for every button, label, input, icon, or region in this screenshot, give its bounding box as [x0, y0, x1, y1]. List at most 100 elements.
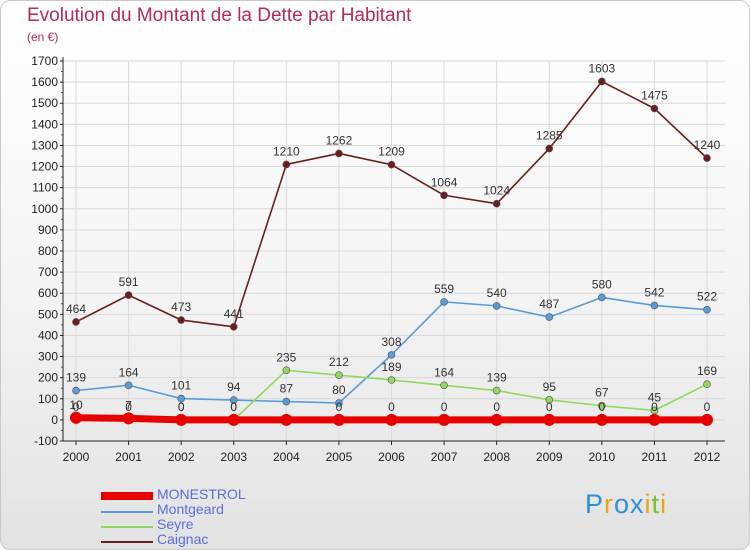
data-point-monestrol [648, 413, 661, 426]
data-point-caignac [545, 144, 554, 153]
data-label-seyre: 0 [125, 400, 132, 414]
y-tick-label: 1400 [31, 117, 58, 131]
y-tick-label: 1600 [31, 75, 58, 89]
data-point-caignac [124, 291, 133, 299]
data-label-seyre: 169 [697, 364, 717, 378]
legend-label: Caignac [157, 531, 209, 547]
data-point-monestrol [175, 413, 188, 426]
data-point-seyre [335, 371, 343, 379]
data-point-montgeard [492, 302, 501, 310]
data-point-montgeard [703, 305, 711, 314]
x-tick-label: 2000 [63, 450, 90, 464]
x-tick-label: 2001 [115, 450, 142, 464]
data-label-caignac: 1262 [326, 133, 353, 147]
legend-swatch [101, 541, 153, 543]
y-tick-label: 700 [38, 265, 58, 279]
data-point-caignac [387, 160, 396, 169]
y-tick-label: 600 [38, 286, 58, 300]
data-point-seyre [387, 376, 396, 384]
data-point-seyre [545, 396, 554, 404]
y-tick-label: 200 [38, 371, 58, 385]
y-tick-label: 1300 [31, 138, 58, 152]
data-label-montgeard: 94 [227, 380, 241, 394]
data-point-monestrol [227, 413, 240, 426]
data-label-montgeard: 542 [644, 285, 664, 299]
data-point-caignac [492, 199, 501, 208]
data-label-seyre: 95 [543, 380, 557, 394]
data-label-seyre: 45 [648, 390, 662, 404]
data-label-montgeard: 522 [697, 290, 717, 304]
data-point-caignac [598, 77, 606, 86]
data-point-montgeard [72, 386, 80, 395]
data-label-caignac: 464 [66, 302, 86, 316]
y-tick-label: 900 [38, 223, 58, 237]
y-tick-label: 300 [38, 350, 58, 364]
data-label-seyre: 212 [329, 355, 349, 369]
data-label-seyre: 0 [178, 400, 185, 414]
data-point-seyre [492, 386, 501, 395]
data-point-montgeard [598, 293, 606, 302]
x-tick-label: 2006 [378, 450, 405, 464]
data-label-montgeard: 580 [592, 277, 612, 291]
data-point-montgeard [545, 313, 554, 321]
data-label-montgeard: 164 [119, 365, 139, 379]
data-point-caignac [335, 149, 343, 158]
data-label-caignac: 1285 [536, 129, 563, 143]
legend-label: Seyre [157, 516, 194, 532]
y-tick-label: 500 [38, 307, 58, 321]
data-point-monestrol [490, 413, 503, 426]
data-label-montgeard: 308 [381, 335, 401, 349]
y-tick-label: 1500 [31, 96, 58, 110]
data-point-monestrol [122, 412, 135, 425]
data-label-seyre: 189 [381, 360, 401, 374]
data-point-seyre [440, 381, 448, 390]
data-point-montgeard [124, 381, 133, 390]
data-label-seyre: 0 [73, 400, 80, 414]
data-point-caignac [282, 160, 291, 169]
data-label-monestrol: 0 [230, 400, 237, 414]
data-label-seyre: 0 [230, 400, 237, 414]
y-tick-label: 100 [38, 392, 58, 406]
proxiti-logo: Proxiti [585, 489, 668, 519]
data-label-montgeard: 540 [487, 286, 507, 300]
y-tick-label: 400 [38, 328, 58, 342]
data-point-monestrol [595, 413, 608, 426]
chart-subtitle: (en €) [27, 30, 59, 44]
data-label-monestrol: 0 [388, 400, 395, 414]
data-point-monestrol [701, 413, 713, 426]
x-tick-label: 2002 [168, 450, 195, 464]
x-tick-label: 2007 [431, 450, 458, 464]
data-label-monestrol: 7 [125, 398, 132, 412]
data-label-caignac: 1210 [273, 144, 300, 158]
y-tick-label: 1200 [31, 160, 58, 174]
data-point-caignac [72, 318, 80, 326]
data-point-monestrol [280, 413, 293, 426]
data-label-caignac: 591 [119, 275, 139, 289]
x-tick-label: 2008 [483, 450, 510, 464]
data-point-montgeard [229, 396, 238, 404]
data-label-monestrol: 10 [69, 398, 83, 412]
data-point-caignac [703, 154, 711, 162]
y-tick-label: 1700 [31, 54, 58, 68]
data-point-caignac [440, 191, 448, 200]
data-point-caignac [177, 316, 185, 324]
data-label-caignac: 1209 [378, 145, 405, 159]
data-label-caignac: 1603 [588, 61, 615, 75]
y-tick-label: 1100 [32, 181, 58, 195]
data-label-caignac: 1240 [694, 138, 721, 152]
legend-label: MONESTROL [157, 486, 246, 502]
data-label-caignac: 441 [224, 307, 244, 321]
legend-swatch [101, 492, 153, 500]
data-label-montgeard: 139 [66, 371, 86, 385]
data-point-montgeard [177, 394, 185, 403]
x-tick-label: 2004 [273, 450, 300, 464]
data-label-montgeard: 487 [539, 297, 559, 311]
data-label-montgeard: 559 [434, 282, 454, 296]
data-label-monestrol: 0 [704, 400, 711, 414]
data-point-monestrol [543, 413, 556, 426]
data-label-monestrol: 0 [493, 400, 500, 414]
data-point-monestrol [70, 411, 82, 424]
x-tick-label: 2005 [326, 450, 353, 464]
